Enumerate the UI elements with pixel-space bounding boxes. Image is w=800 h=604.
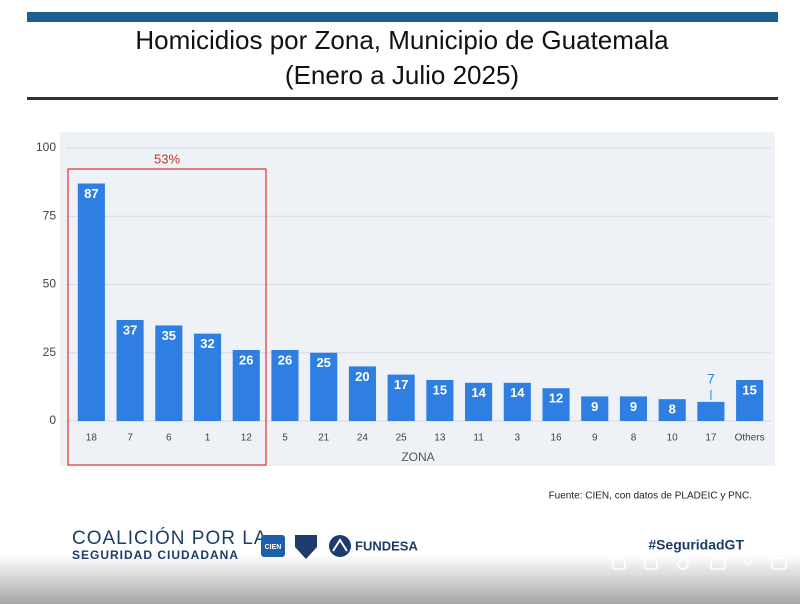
data-label: 20 <box>355 369 369 384</box>
y-tick-label: 0 <box>49 413 56 427</box>
data-label: 35 <box>162 328 176 343</box>
data-label: 14 <box>510 385 525 400</box>
cien-logo <box>261 535 285 557</box>
data-label: 26 <box>278 352 292 367</box>
bar <box>619 396 648 421</box>
bar <box>77 183 105 421</box>
x-axis-label: ZONA <box>401 450 434 464</box>
control-cc[interactable] <box>710 557 726 570</box>
data-label: 32 <box>200 336 214 351</box>
data-label: 15 <box>742 382 756 397</box>
x-tick-label: 13 <box>434 433 446 444</box>
x-tick-label: Others <box>735 433 765 444</box>
data-label: 25 <box>316 355 330 370</box>
data-label: 12 <box>549 391 563 406</box>
bar <box>348 366 376 421</box>
bar <box>232 350 260 421</box>
data-label: 8 <box>669 402 676 417</box>
shield-logo <box>295 535 317 559</box>
chart-subtitle: (Enero a Julio 2025) <box>285 60 519 90</box>
y-tick-label: 50 <box>43 277 57 291</box>
x-tick-label: 8 <box>631 433 637 444</box>
source: Fuente: CIEN, con datos de PLADEIC y PNC… <box>549 491 752 502</box>
bar <box>155 325 183 421</box>
chart-title: Homicidios por Zona, Municipio de Guatem… <box>135 25 669 55</box>
bar <box>193 333 222 421</box>
x-tick-label: 6 <box>166 433 172 444</box>
bar <box>658 399 686 421</box>
x-tick-label: 10 <box>667 433 679 444</box>
data-label: 14 <box>471 385 486 400</box>
coalition-line1: COALICIÓN POR LA <box>72 527 268 549</box>
bar <box>310 352 338 421</box>
top-band <box>27 12 778 22</box>
title-rule <box>27 97 778 100</box>
bar <box>736 380 764 421</box>
bar <box>581 396 609 421</box>
x-tick-label: 21 <box>318 433 330 444</box>
fundesa-logo <box>329 535 351 557</box>
x-tick-label: 9 <box>592 433 598 444</box>
x-tick-label: 17 <box>705 433 717 444</box>
cien-text: CIEN <box>265 544 282 551</box>
bar <box>426 380 454 421</box>
control-window[interactable] <box>771 557 787 570</box>
data-label: 37 <box>123 322 137 337</box>
video-shade <box>0 555 800 604</box>
y-tick-label: 25 <box>43 345 57 359</box>
y-tick-label: 100 <box>36 140 56 154</box>
bar <box>697 401 725 421</box>
video-controls[interactable] <box>612 557 787 570</box>
data-label: 26 <box>239 352 253 367</box>
fundesa-text: FUNDESA <box>355 538 418 553</box>
data-label: 7 <box>707 371 715 387</box>
data-label: 9 <box>630 399 637 414</box>
x-tick-label: 18 <box>86 433 98 444</box>
data-label: 9 <box>591 399 598 414</box>
x-tick-label: 5 <box>282 433 288 444</box>
annotation: 53% <box>154 151 180 166</box>
y-tick-label: 75 <box>43 208 57 222</box>
bar <box>465 382 493 421</box>
bar <box>116 319 144 421</box>
hashtag: #SeguridadGT <box>648 537 744 553</box>
x-tick-label: 1 <box>205 433 211 444</box>
bar <box>271 350 299 421</box>
x-tick-label: 24 <box>357 433 369 444</box>
control-settings[interactable] <box>677 558 689 570</box>
control-fullscreen[interactable] <box>743 560 753 566</box>
bar <box>542 388 570 421</box>
data-label: 17 <box>394 377 408 392</box>
fundesa-mark <box>332 538 348 552</box>
data-label: 87 <box>84 186 98 201</box>
data-label: 15 <box>433 382 447 397</box>
control-slides[interactable] <box>644 557 658 570</box>
x-tick-label: 11 <box>473 433 484 444</box>
control-comment[interactable] <box>612 557 626 570</box>
bar <box>503 382 531 421</box>
x-tick-label: 3 <box>515 433 521 444</box>
x-tick-label: 7 <box>127 433 133 444</box>
x-tick-label: 12 <box>241 433 253 444</box>
plot: 0255075100188773763513212265262125242025… <box>36 140 771 444</box>
highlight-box <box>67 168 267 466</box>
x-tick-label: 16 <box>550 433 562 444</box>
bar <box>387 374 415 421</box>
x-tick-label: 25 <box>396 433 408 444</box>
